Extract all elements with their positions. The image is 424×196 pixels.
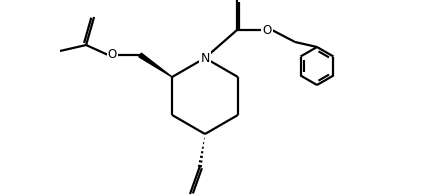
Text: O: O — [262, 24, 272, 36]
Text: N: N — [200, 52, 210, 64]
Polygon shape — [139, 53, 172, 77]
Text: O: O — [107, 48, 117, 62]
